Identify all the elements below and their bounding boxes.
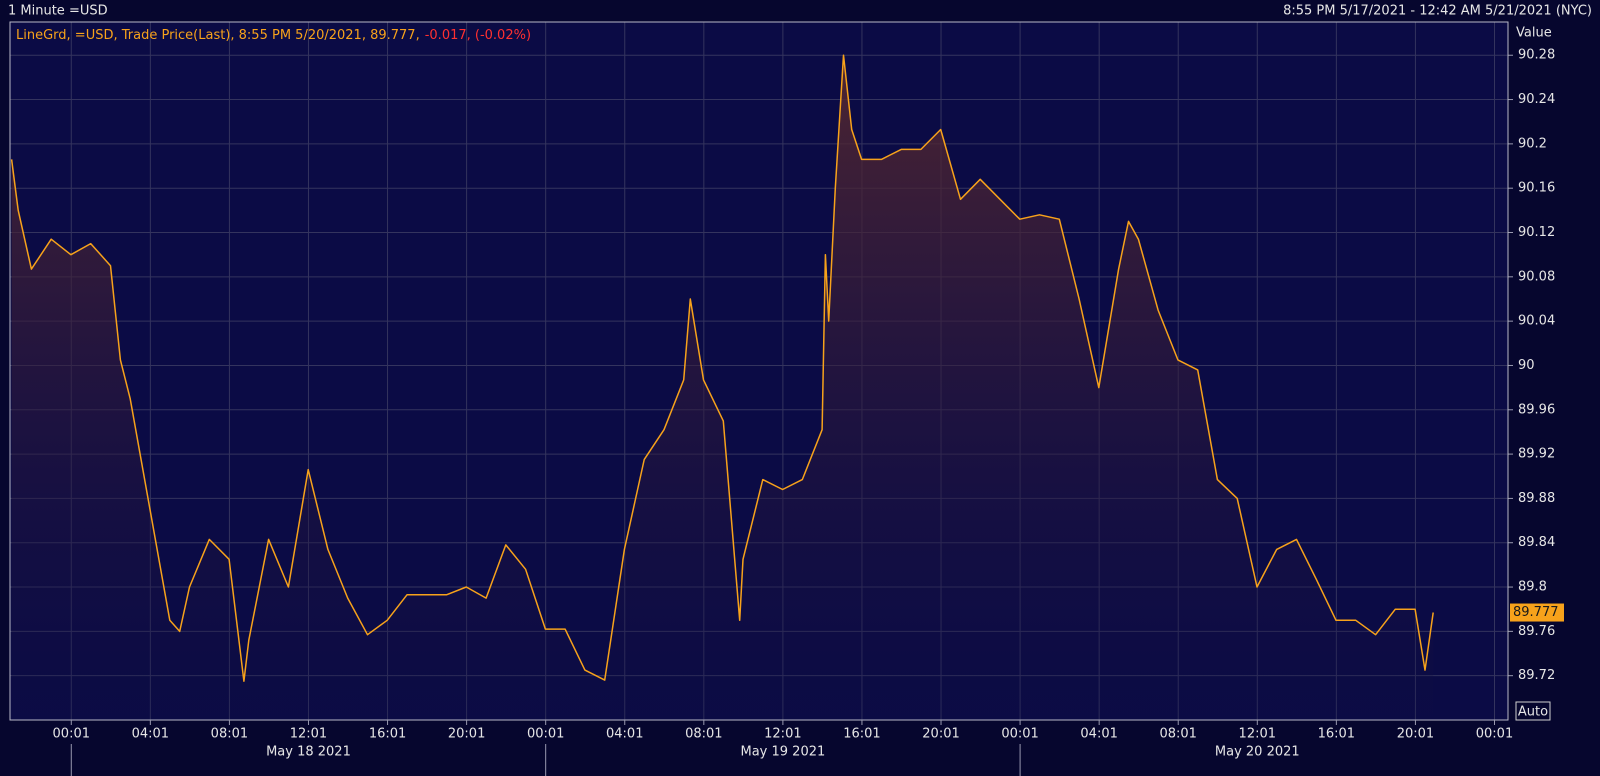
x-tick-label: 04:01	[132, 727, 169, 742]
x-tick-label: 16:01	[369, 727, 406, 742]
y-tick-label: 90.04	[1518, 314, 1555, 329]
y-tick-label: 90.2	[1518, 136, 1547, 151]
date-label: May 18 2021	[266, 745, 351, 760]
x-tick-label: 00:01	[53, 727, 90, 742]
marks	[10, 54, 1434, 720]
last-value-label: 89.777	[1513, 605, 1559, 620]
x-tick-label: 00:01	[1001, 727, 1038, 742]
x-tick-label: 12:01	[290, 727, 327, 742]
last-value-box	[1510, 603, 1564, 622]
y-tick-label: 90.16	[1518, 181, 1555, 196]
x-tick-label: 12:01	[764, 727, 801, 742]
date-label: May 19 2021	[740, 745, 825, 760]
date-label: May 20 2021	[1215, 745, 1300, 760]
chart-title: 1 Minute =USD	[8, 4, 108, 19]
y-tick-label: 90.24	[1518, 92, 1555, 107]
y-tick-label: 89.72	[1518, 668, 1555, 683]
area	[11, 55, 1434, 720]
y-tick-label: 89.84	[1518, 535, 1555, 550]
y-tick-label: 90.28	[1518, 48, 1555, 63]
legend: LineGrd, =USD, Trade Price(Last), 8:55 P…	[16, 28, 531, 43]
line	[10, 54, 1434, 682]
plot-border	[9, 21, 1509, 721]
y-tick-label: 90.12	[1518, 225, 1555, 240]
x-tick-label: 04:01	[606, 727, 643, 742]
y-tick-label: 89.76	[1518, 624, 1555, 639]
legend-text: LineGrd, =USD, Trade Price(Last), 8:55 P…	[16, 28, 420, 43]
y-tick-label: 89.88	[1518, 491, 1555, 506]
y-tick-label: 89.96	[1518, 402, 1555, 417]
x-tick-label: 12:01	[1239, 727, 1276, 742]
auto-button[interactable]	[1515, 701, 1551, 721]
x-tick-label: 00:01	[527, 727, 564, 742]
x-tick-label: 08:01	[1159, 727, 1196, 742]
x-tick-label: 16:01	[1318, 727, 1355, 742]
y-axis-label: Value	[1516, 26, 1552, 41]
x-tick-label: 20:01	[448, 727, 485, 742]
x-tick-label: 00:01	[1476, 727, 1513, 742]
legend-change: -0.017, (-0.02%)	[425, 28, 531, 43]
y-tick-label: 89.92	[1518, 447, 1555, 462]
range-text: 8:55 PM 5/17/2021 - 12:42 AM 5/21/2021 (…	[1283, 4, 1592, 19]
x-tick-label: 16:01	[843, 727, 880, 742]
auto-button-label[interactable]: Auto	[1518, 705, 1548, 720]
x-tick-label: 08:01	[211, 727, 248, 742]
x-tick-label: 08:01	[685, 727, 722, 742]
y-tick-label: 90.08	[1518, 269, 1555, 284]
y-tick-label: 90	[1518, 358, 1535, 373]
x-tick-label: 04:01	[1080, 727, 1117, 742]
x-tick-label: 20:01	[1397, 727, 1434, 742]
x-tick-label: 20:01	[922, 727, 959, 742]
y-tick-label: 89.8	[1518, 580, 1547, 595]
